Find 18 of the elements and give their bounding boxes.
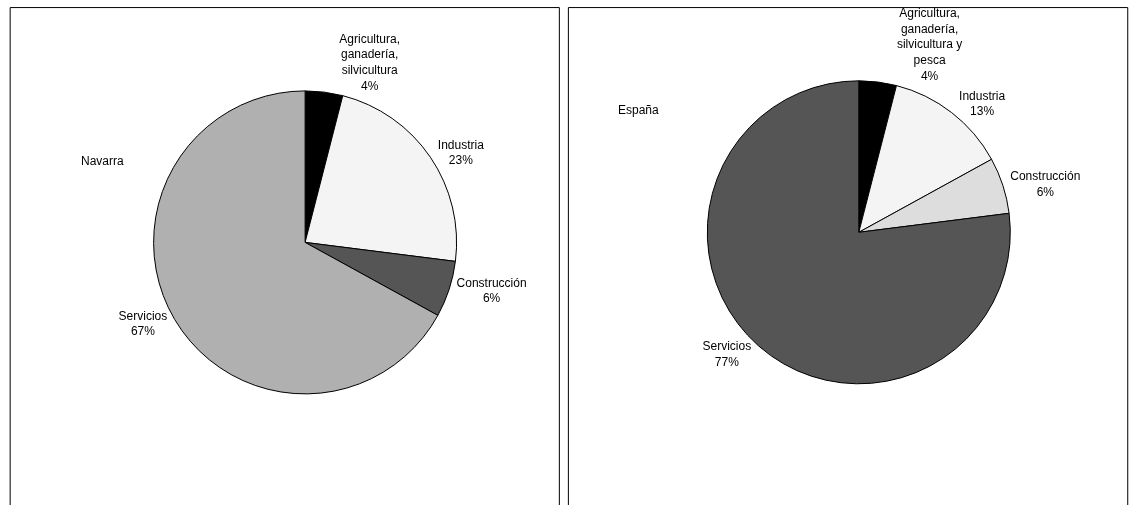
- data-label: 6%: [482, 291, 501, 306]
- slice-label: Agricultura, ganadería, silvicultura: [339, 31, 400, 77]
- data-label: 77%: [714, 355, 740, 370]
- slice-label: Servicios: [702, 339, 752, 354]
- slice-label: Construcción: [1010, 169, 1081, 184]
- slice-label: Industria: [959, 88, 1006, 103]
- slice-label: Agricultura, ganadería, silvicultura y pesca: [896, 6, 963, 67]
- data-label: 4%: [920, 68, 939, 83]
- data-label: 67%: [130, 324, 156, 339]
- data-label: 4%: [360, 78, 379, 93]
- data-label: 6%: [1036, 184, 1055, 199]
- data-label: 13%: [970, 104, 995, 119]
- data-label: 23%: [448, 153, 474, 168]
- slice-label: Industria: [437, 137, 485, 152]
- slice-label: Construcción: [456, 275, 527, 290]
- text: España: [618, 103, 660, 117]
- text: Navarra: [81, 154, 125, 168]
- slice-label: Servicios: [118, 308, 168, 323]
